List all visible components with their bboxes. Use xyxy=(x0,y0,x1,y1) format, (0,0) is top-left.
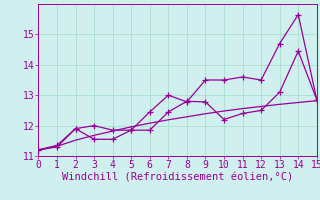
X-axis label: Windchill (Refroidissement éolien,°C): Windchill (Refroidissement éolien,°C) xyxy=(62,173,293,183)
